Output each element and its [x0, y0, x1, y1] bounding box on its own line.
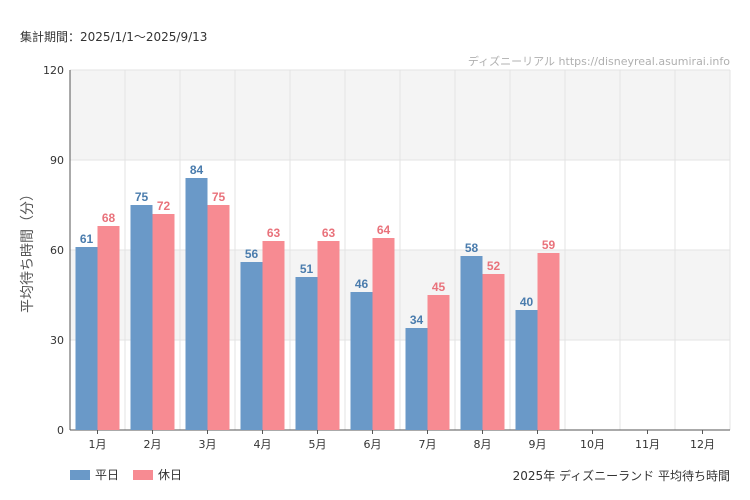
y-tick-label: 0: [57, 424, 64, 437]
x-tick-label: 3月: [199, 438, 217, 451]
legend-label-holiday: 休日: [158, 468, 183, 482]
watermark-text: ディズニーリアル https://disneyreal.asumirai.inf…: [467, 55, 730, 68]
bar-weekday[interactable]: [130, 205, 153, 430]
x-tick-label: 12月: [690, 438, 715, 451]
y-tick-label: 120: [43, 64, 64, 77]
bar-weekday[interactable]: [75, 247, 98, 430]
bar-weekday[interactable]: [295, 277, 318, 430]
bar-holiday[interactable]: [372, 238, 395, 430]
data-label-weekday: 34: [410, 313, 424, 327]
bar-weekday[interactable]: [185, 178, 208, 430]
bar-weekday[interactable]: [460, 256, 483, 430]
legend-item-holiday[interactable]: 休日: [133, 466, 182, 483]
bar-holiday[interactable]: [317, 241, 340, 430]
bar-holiday[interactable]: [537, 253, 560, 430]
y-tick-label: 90: [50, 154, 64, 167]
data-label-weekday: 56: [245, 247, 259, 261]
x-tick-label: 1月: [89, 438, 107, 451]
y-axis-label: 平均待ち時間（分）: [20, 187, 36, 313]
data-label-weekday: 75: [135, 190, 149, 204]
bar-holiday[interactable]: [427, 295, 450, 430]
data-label-holiday: 63: [267, 226, 281, 240]
legend: 平日 休日: [70, 466, 182, 483]
data-label-holiday: 63: [322, 226, 336, 240]
bar-holiday[interactable]: [97, 226, 120, 430]
x-tick-label: 6月: [364, 438, 382, 451]
data-label-holiday: 64: [377, 223, 391, 237]
legend-label-weekday: 平日: [95, 468, 120, 482]
data-label-weekday: 84: [190, 163, 204, 177]
data-label-weekday: 51: [300, 262, 314, 276]
data-label-holiday: 72: [157, 199, 171, 213]
data-label-holiday: 59: [542, 238, 556, 252]
bar-holiday[interactable]: [262, 241, 285, 430]
data-label-holiday: 75: [212, 190, 226, 204]
bar-weekday[interactable]: [350, 292, 373, 430]
x-tick-label: 8月: [474, 438, 492, 451]
x-tick-label: 7月: [419, 438, 437, 451]
x-tick-label: 11月: [635, 438, 660, 451]
legend-swatch-weekday: [70, 469, 90, 480]
bar-weekday[interactable]: [515, 310, 538, 430]
data-label-holiday: 68: [102, 211, 116, 225]
data-label-weekday: 61: [80, 232, 94, 246]
y-tick-label: 60: [50, 244, 64, 257]
x-tick-label: 9月: [529, 438, 547, 451]
legend-swatch-holiday: [133, 469, 154, 480]
data-label-weekday: 58: [465, 241, 479, 255]
data-label-holiday: 45: [432, 280, 446, 294]
data-label-weekday: 46: [355, 277, 369, 291]
chart-footer-title: 2025年 ディズニーランド 平均待ち時間: [512, 469, 730, 483]
bar-weekday[interactable]: [240, 262, 263, 430]
legend-item-weekday[interactable]: 平日: [70, 466, 119, 483]
bar-holiday[interactable]: [152, 214, 175, 430]
data-label-holiday: 52: [487, 259, 501, 273]
x-tick-label: 10月: [580, 438, 605, 451]
data-label-weekday: 40: [520, 295, 534, 309]
x-tick-label: 2月: [144, 438, 162, 451]
bar-holiday[interactable]: [482, 274, 505, 430]
x-tick-label: 4月: [254, 438, 272, 451]
bar-weekday[interactable]: [405, 328, 428, 430]
y-tick-label: 30: [50, 334, 64, 347]
x-tick-label: 5月: [309, 438, 327, 451]
bar-holiday[interactable]: [207, 205, 230, 430]
period-label: 集計期間：2025/1/1〜2025/9/13: [20, 30, 208, 44]
